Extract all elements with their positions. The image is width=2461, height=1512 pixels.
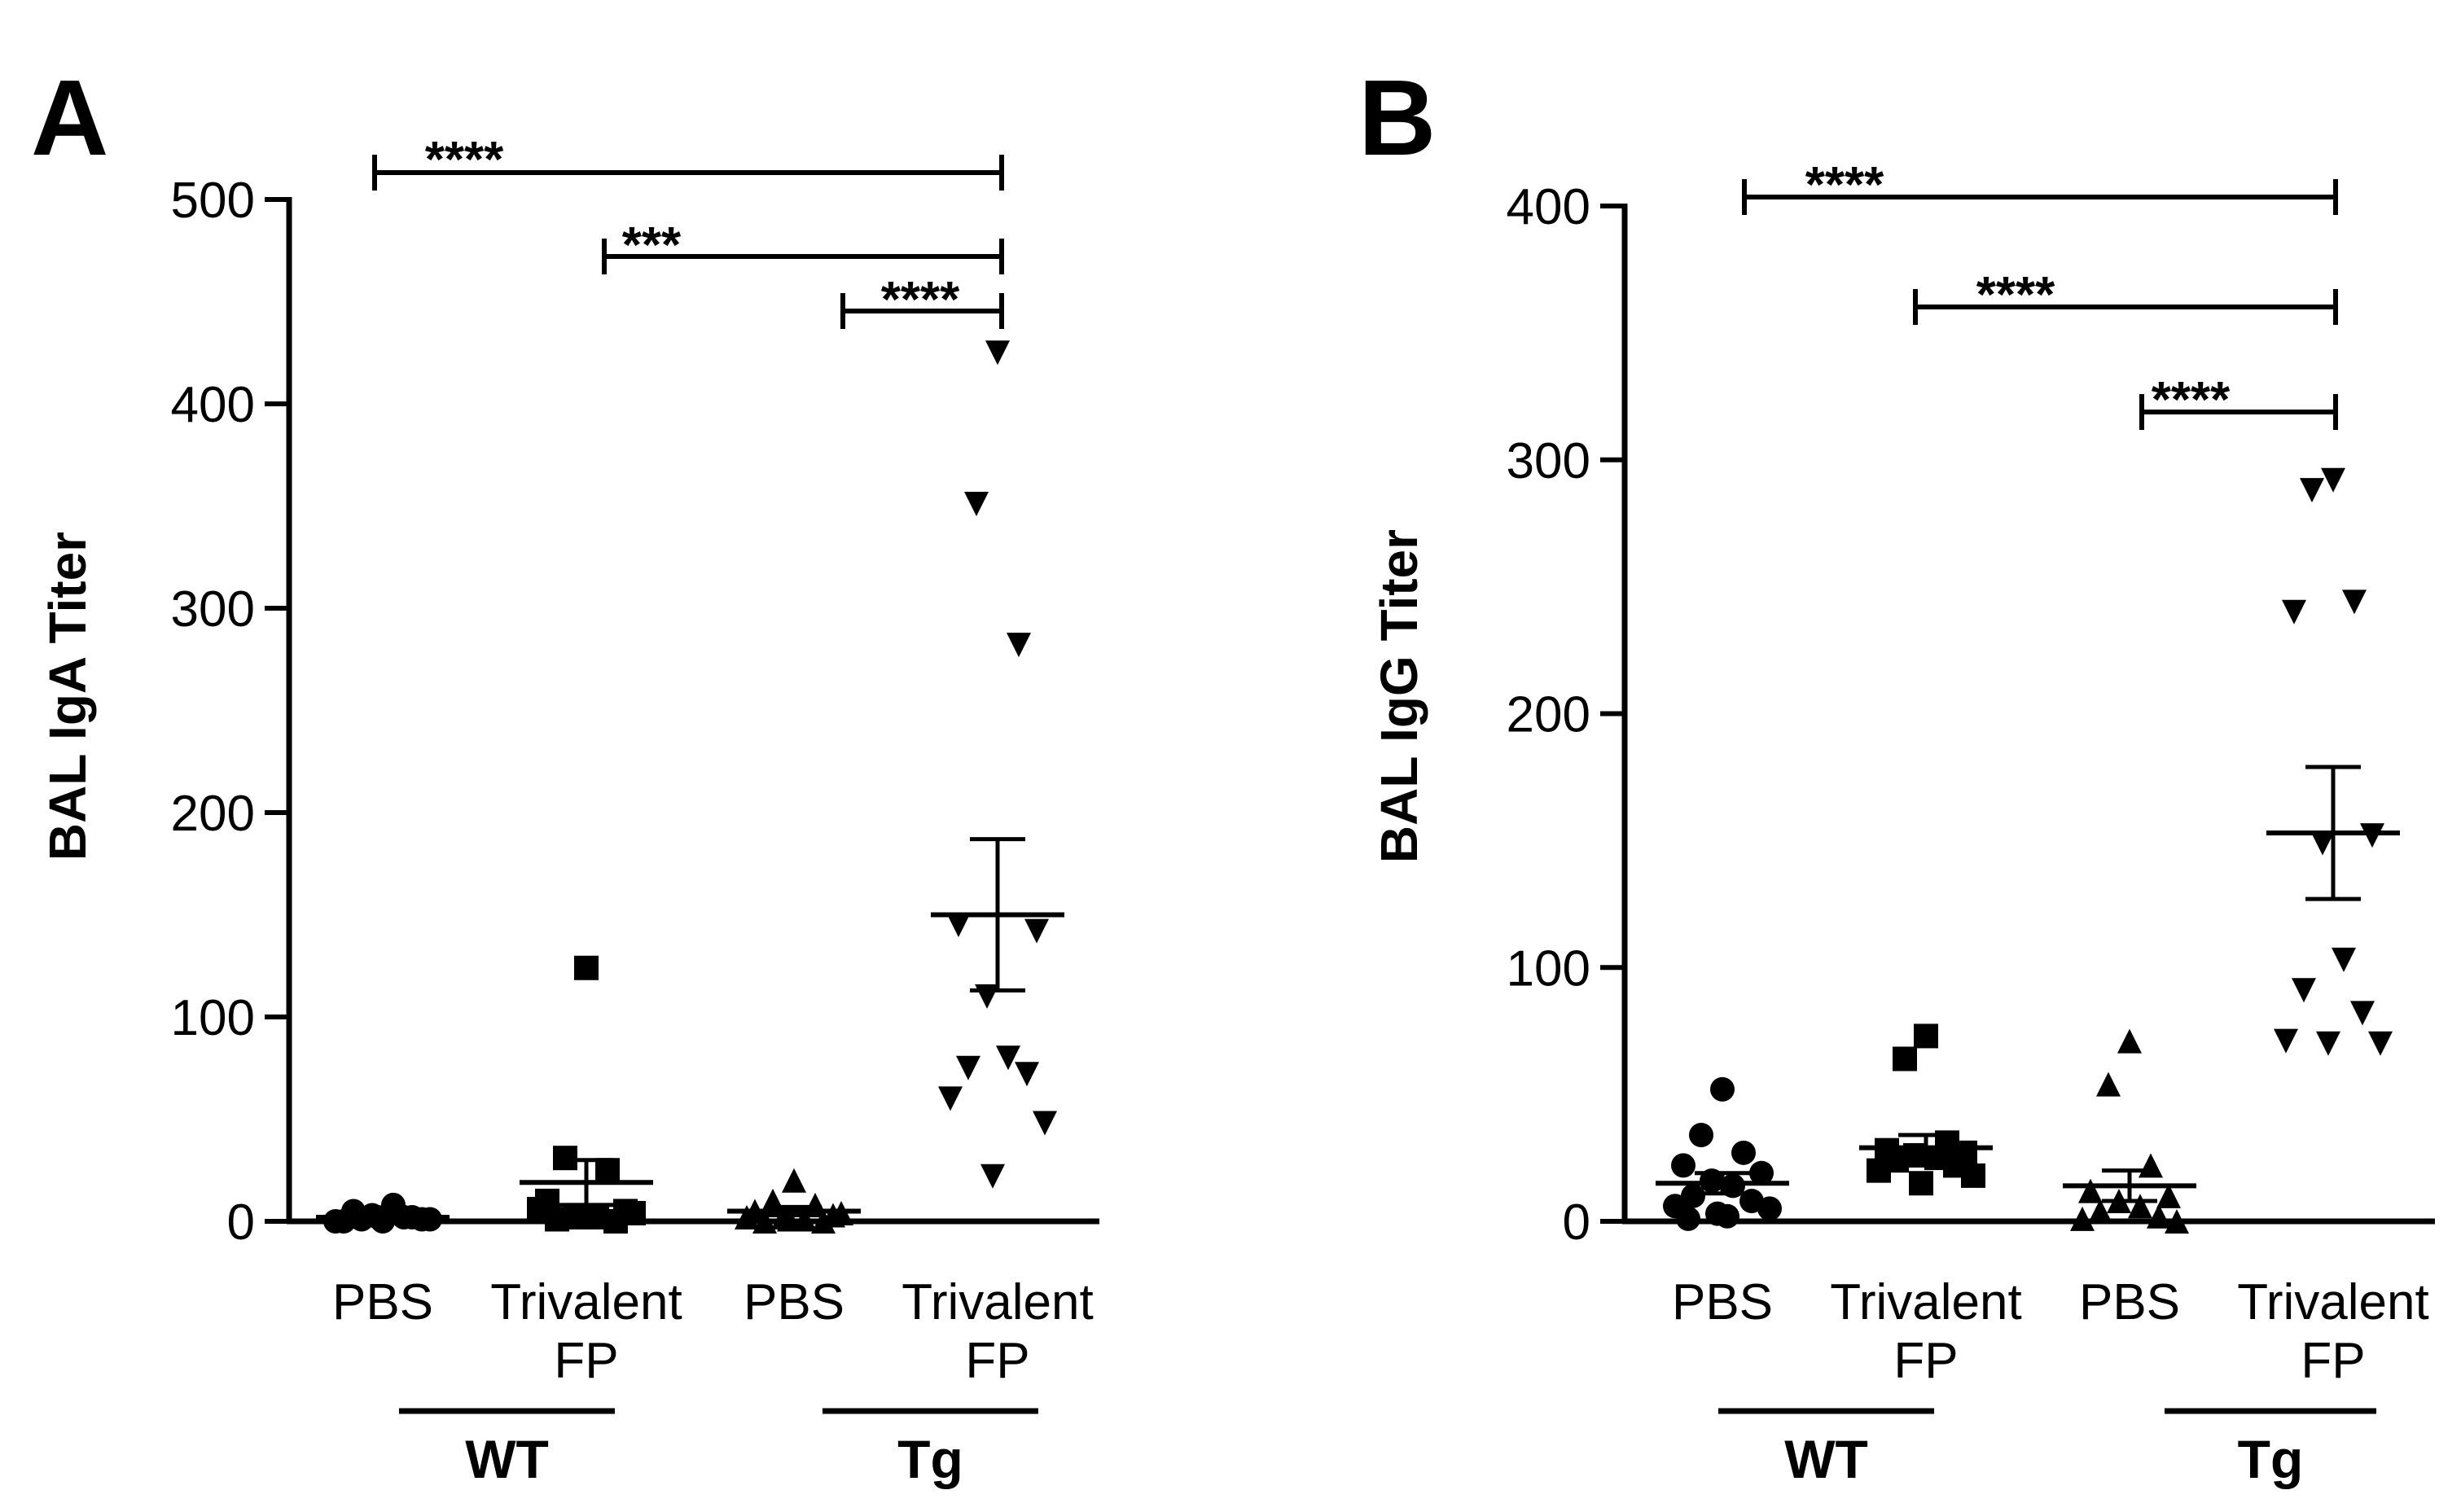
panel-b-x-tick-label: FP	[1893, 1333, 1958, 1389]
panel-a-data-point	[735, 1204, 759, 1229]
panel-b-group-label: WT	[1784, 1429, 1868, 1489]
panel-a-data-point	[323, 1209, 348, 1234]
panel-b-x-tick-label: PBS	[1672, 1274, 1773, 1330]
panel-b-data-point	[1676, 1206, 1700, 1231]
panel-b-data-point	[2070, 1206, 2095, 1231]
panel-b-sig-label: ****	[1976, 267, 2055, 323]
panel-b-data-point	[1961, 1163, 1985, 1188]
panel-a-data-point	[792, 1207, 817, 1232]
panel-b-y-tick-label: 200	[1507, 687, 1590, 743]
panel-b-data-point	[1731, 1140, 1756, 1165]
panel-b-data-point	[2310, 831, 2335, 856]
panel-b-data-point	[2156, 1183, 2181, 1208]
panel-b-x-tick-label: Trivalent	[1830, 1274, 2021, 1330]
panel-b-data-point	[1867, 1158, 1891, 1183]
panel-b-data-point	[1681, 1183, 1705, 1208]
panel-b-data-point	[1909, 1171, 1933, 1196]
panel-b-sig-label: ****	[1805, 157, 1884, 213]
panel-a-data-point	[782, 1168, 806, 1193]
panel-b-data-point	[2282, 599, 2306, 625]
panel-b-data-point	[2096, 1072, 2121, 1097]
panel-b-data-point	[1689, 1123, 1713, 1148]
panel-b-data-point	[1914, 1023, 1938, 1049]
panel-b-data-point	[1757, 1196, 1782, 1221]
panel-b-data-point	[2342, 589, 2367, 615]
panel-a-group-label: WT	[465, 1429, 549, 1489]
panel-b-data-point	[2368, 1031, 2393, 1056]
panel-b-data-point	[2321, 467, 2345, 493]
panel-a-data-point	[527, 1196, 551, 1221]
panel-b-data-point	[2165, 1209, 2189, 1234]
panel-b-data-point	[2350, 1001, 2375, 1026]
panel-a-data-point	[553, 1146, 577, 1171]
panel-b-label: B	[1358, 58, 1436, 177]
panel-a-data-point	[996, 1045, 1020, 1071]
panel-a-data-point	[574, 955, 599, 980]
panel-a-y-tick-label: 200	[171, 786, 255, 842]
panel-a-data-point	[777, 1207, 801, 1232]
panel-b-data-point	[2360, 823, 2384, 848]
panel-b-data-point	[2316, 1031, 2340, 1056]
panel-b-data-point	[1715, 1203, 1739, 1229]
panel-a-y-tick-label: 300	[171, 581, 255, 638]
panel-b-data-point	[2147, 1203, 2171, 1229]
panel-a-data-point	[621, 1200, 646, 1225]
panel-b-y-axis-label: BAL IgG Titer	[1370, 529, 1428, 863]
panel-a-data-point	[1007, 633, 1031, 658]
panel-b-data-point	[2128, 1194, 2152, 1219]
panel-b-x-tick-label: FP	[2301, 1333, 2365, 1389]
panel-b-data-point	[2088, 1199, 2112, 1224]
panel-a-y-tick-label: 400	[171, 377, 255, 433]
panel-a-data-point	[1015, 1062, 1039, 1087]
panel-a-x-tick-label: Trivalent	[490, 1274, 682, 1330]
panel-a-data-point	[752, 1209, 777, 1234]
panel-b-x-tick-label: Trivalent	[2237, 1274, 2428, 1330]
panel-b-group-label: Tg	[2238, 1429, 2304, 1489]
panel-b-data-point	[1671, 1153, 1696, 1178]
panel-a-sig-label: ****	[425, 132, 504, 188]
panel-b-data-point	[1893, 1046, 1917, 1072]
panel-a-x-tick-label: PBS	[744, 1274, 844, 1330]
panel-a-x-tick-label: FP	[965, 1333, 1029, 1389]
panel-a-y-axis-label: BAL IgA Titer	[38, 532, 97, 861]
panel-a-data-point	[1024, 918, 1049, 944]
panel-b-data-point	[2332, 947, 2356, 972]
panel-a-data-point	[595, 1158, 620, 1183]
panel-b-y-tick-label: 100	[1507, 940, 1590, 997]
panel-a-x-tick-label: PBS	[332, 1274, 433, 1330]
panel-b-data-point	[1749, 1160, 1774, 1185]
panel-a-data-point	[938, 1086, 963, 1111]
panel-a-data-point	[569, 1204, 594, 1229]
panel-a-label: A	[31, 58, 108, 177]
panel-b-data-point	[1710, 1076, 1735, 1102]
panel-a-data-point	[964, 491, 989, 516]
panel-b-data-point	[2117, 1028, 2142, 1054]
panel-a-data-point	[1033, 1111, 1057, 1136]
panel-b-y-tick-label: 300	[1507, 433, 1590, 489]
panel-a-y-tick-label: 500	[171, 173, 255, 229]
panel-b-sig-label: ****	[2152, 372, 2231, 428]
panel-b-data-point	[2274, 1028, 2298, 1054]
panel-b-y-tick-label: 400	[1507, 179, 1590, 235]
panel-b-y-tick-label: 0	[1563, 1194, 1590, 1251]
panel-b-data-point	[2139, 1153, 2163, 1178]
panel-b-x-tick-label: PBS	[2079, 1274, 2180, 1330]
panel-a-data-point	[811, 1209, 836, 1234]
panel-a-group-label: Tg	[897, 1429, 963, 1489]
panel-a-sig-label: ***	[622, 217, 682, 274]
panel-a-data-point	[946, 913, 971, 938]
panel-a-data-point	[985, 340, 1010, 366]
panel-a-y-tick-label: 0	[227, 1194, 255, 1251]
panel-a-sig-label: ****	[881, 272, 960, 328]
panel-a-x-tick-label: FP	[554, 1333, 618, 1389]
panel-b-data-point	[2078, 1178, 2103, 1203]
panel-b-data-point	[2300, 478, 2324, 503]
panel-a-y-tick-label: 100	[171, 990, 255, 1046]
panel-a-data-point	[956, 1055, 980, 1080]
panel-a-data-point	[980, 1164, 1005, 1189]
panel-a-x-tick-label: Trivalent	[901, 1274, 1093, 1330]
panel-b-data-point	[2292, 978, 2316, 1003]
